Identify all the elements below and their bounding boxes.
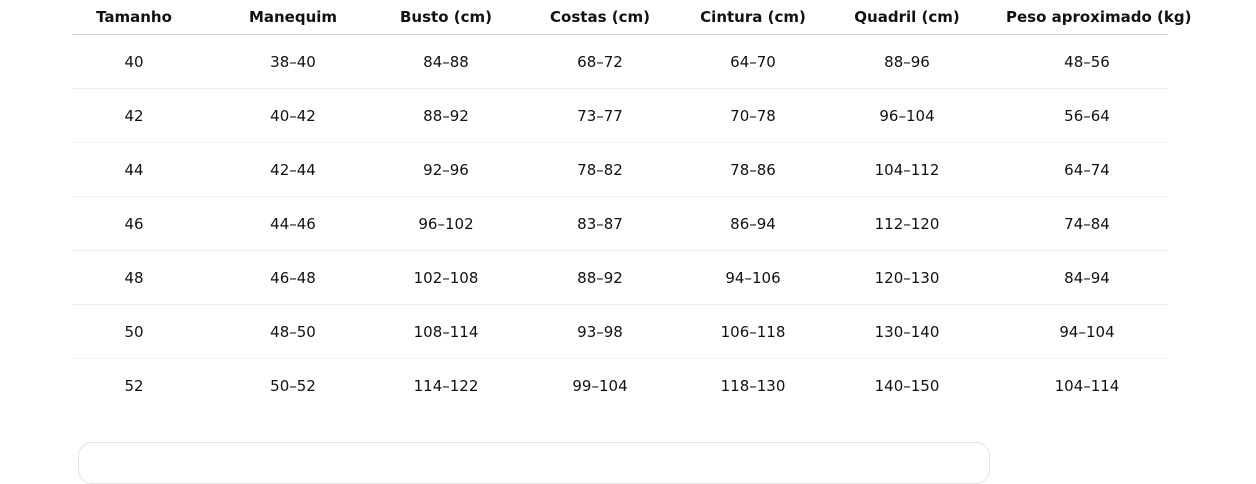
table-cell: 70–78 <box>698 88 808 143</box>
table-cell: 96–102 <box>390 196 502 251</box>
table-cell: 64–74 <box>1006 142 1168 197</box>
table-cell: 92–96 <box>390 142 502 197</box>
size-table: Tamanho Manequim Busto (cm) Costas (cm) Cint… <box>72 0 1191 413</box>
column-header: Busto (cm) <box>390 0 502 35</box>
table-cell: 84–94 <box>1006 250 1168 305</box>
table-cell: 99–104 <box>572 376 628 395</box>
table-cell: 78–86 <box>698 142 808 197</box>
table-cell: 56–64 <box>1006 88 1168 143</box>
table-cell: 40 <box>72 34 196 89</box>
table-cell: 46–48 <box>196 250 390 305</box>
table-cell: 50–52 <box>270 376 316 395</box>
table-cell: 78–82 <box>502 142 698 197</box>
page: Tamanho Manequim Busto (cm) Costas (cm) Cint… <box>72 0 1192 484</box>
table-cell: 106–118 <box>698 304 808 359</box>
table-cell: 104–112 <box>808 142 1006 197</box>
column-header: Tamanho <box>72 0 196 35</box>
table-cell: 88–92 <box>502 250 698 305</box>
table-body: 40 38–40 84–88 68–72 64–70 88–96 48–56 42 40–42 8… <box>72 34 1168 413</box>
table-cell: 94–104 <box>1006 304 1168 359</box>
table-cell: 40–42 <box>196 88 390 143</box>
table-cell: 108–114 <box>390 304 502 359</box>
table-cell: 96–104 <box>808 88 1006 143</box>
table-row: 46 44–46 96–102 83–87 86–94 112–120 74–84 <box>72 196 1168 251</box>
table-row: 44 42–44 92–96 78–82 78–86 104–112 64–74 <box>72 142 1168 197</box>
table-cell: 74–84 <box>1006 196 1168 251</box>
table-cell: 130–140 <box>808 304 1006 359</box>
table-cell: 86–94 <box>698 196 808 251</box>
table-row: 52 50–52 114–122 99–104 118–130 140–150 104–11… <box>72 359 1168 413</box>
column-header: Costas (cm) <box>502 0 698 35</box>
table-cell: 112–120 <box>808 196 1006 251</box>
table-cell: 38–40 <box>196 34 390 89</box>
card <box>78 442 990 484</box>
table-cell: 83–87 <box>502 196 698 251</box>
table-row: 42 40–42 88–92 73–77 70–78 96–104 56–64 <box>72 88 1168 143</box>
column-header: Manequim <box>196 0 390 35</box>
table-cell: 102–108 <box>390 250 502 305</box>
table-cell: 48–56 <box>1006 34 1168 89</box>
table-cell: 93–98 <box>502 304 698 359</box>
table-cell: 114–122 <box>413 376 479 395</box>
table-cell: 48 <box>72 250 196 305</box>
table-row: 48 46–48 102–108 88–92 94–106 120–130 84–94 <box>72 250 1168 305</box>
header-row: Tamanho Manequim Busto (cm) Costas (cm) Cint… <box>72 0 1191 35</box>
table-cell: 88–92 <box>390 88 502 143</box>
table-cell: 140–150 <box>874 376 940 395</box>
table-cell: 73–77 <box>502 88 698 143</box>
column-header: Quadril (cm) <box>808 0 1006 35</box>
table-cell: 46 <box>72 196 196 251</box>
table-row: 50 48–50 108–114 93–98 106–118 130–140 94–104 <box>72 304 1168 359</box>
table-cell: 52 <box>124 376 144 395</box>
table-cell: 44–46 <box>196 196 390 251</box>
table-cell: 48–50 <box>196 304 390 359</box>
table-cell: 84–88 <box>390 34 502 89</box>
table-cell: 42 <box>72 88 196 143</box>
table-cell: 42–44 <box>196 142 390 197</box>
column-header: Cintura (cm) <box>698 0 808 35</box>
table-cell: 68–72 <box>502 34 698 89</box>
table-cell: 120–130 <box>808 250 1006 305</box>
table-row: 40 38–40 84–88 68–72 64–70 88–96 48–56 <box>72 34 1168 89</box>
table-cell: 50 <box>72 304 196 359</box>
table-cell: 44 <box>72 142 196 197</box>
table-cell: 88–96 <box>808 34 1006 89</box>
table-cell: 94–106 <box>698 250 808 305</box>
table-cell: 118–130 <box>720 376 786 395</box>
column-header: Peso aproximado (kg) <box>1006 0 1191 35</box>
table-cell: 104–114 <box>1054 376 1120 395</box>
table-cell: 64–70 <box>698 34 808 89</box>
